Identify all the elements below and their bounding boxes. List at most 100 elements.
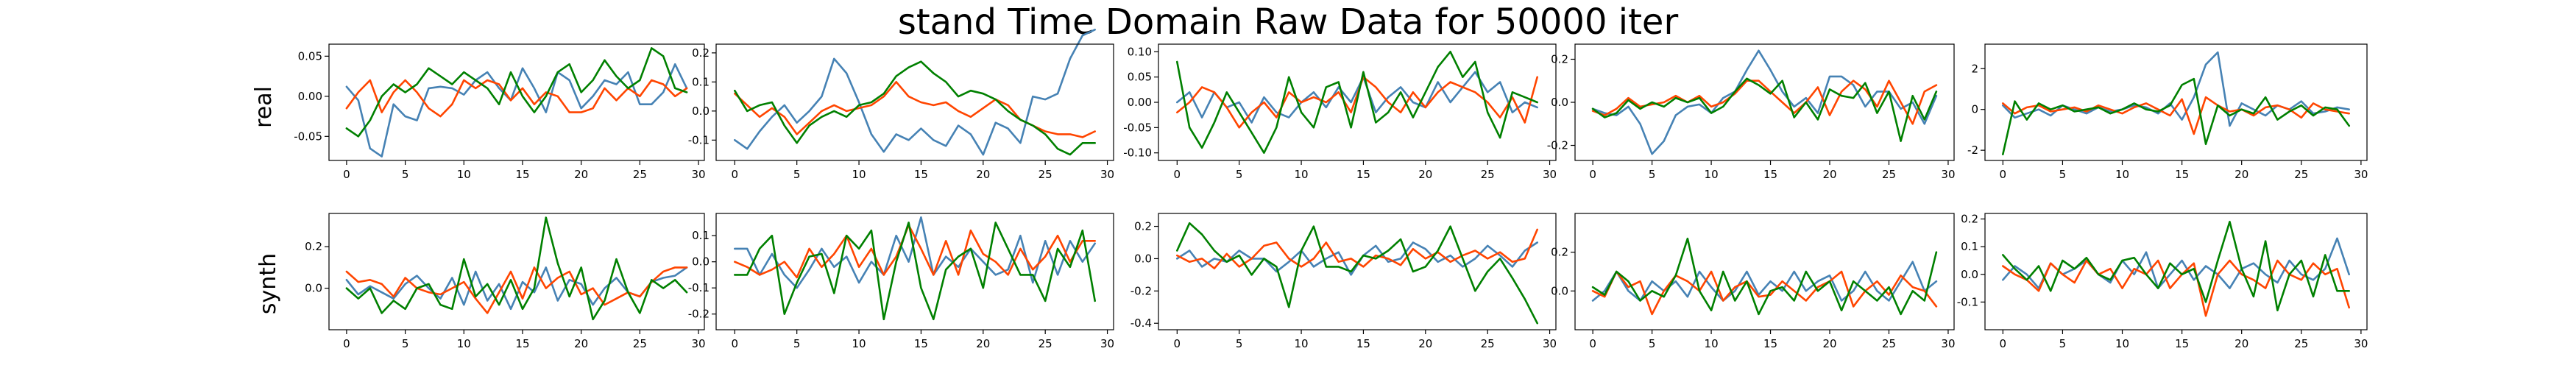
series-line-1 — [1176, 241, 1538, 276]
x-tick-label: 25 — [1882, 168, 1896, 181]
axes-frame — [328, 43, 705, 161]
y-tick-label: 0.0 — [692, 255, 710, 269]
y-tick-label: 0.2 — [305, 240, 322, 253]
subplot-real-1: 0 5 10 15 20 25 30 -0.05 0.00 0.05 — [294, 43, 706, 181]
x-tick-label: 20 — [574, 337, 588, 350]
x-tick-label: 25 — [2294, 168, 2308, 181]
series-line-3 — [733, 60, 1096, 156]
x-tick-label: 15 — [1356, 337, 1370, 350]
x-tick-label: 0 — [1174, 337, 1181, 350]
x-tick-label: 15 — [515, 168, 529, 181]
series-line-3 — [2002, 220, 2350, 312]
subplot-real-4: 0 5 10 15 20 25 30 -0.2 0.0 0.2 — [1547, 43, 1956, 181]
x-tick-label: 20 — [2234, 337, 2248, 350]
y-tick-label: 0.1 — [692, 229, 710, 242]
x-tick-label: 25 — [2294, 337, 2308, 350]
x-tick-label: 10 — [2115, 337, 2129, 350]
series-line-3 — [2002, 77, 2350, 155]
x-tick-label: 10 — [2115, 168, 2129, 181]
x-tick-label: 0 — [1174, 168, 1181, 181]
y-tick-label: -0.1 — [688, 281, 710, 294]
x-tick-label: 10 — [852, 168, 866, 181]
subplot-synth-2: 0 5 10 15 20 25 30 -0.2 -0.1 0.0 0.1 — [688, 213, 1114, 350]
series-line-2 — [733, 81, 1096, 138]
y-tick-label: -0.2 — [1547, 139, 1568, 152]
subplot-synth-3: 0 5 10 15 20 25 30 -0.4 -0.2 0.0 0.2 — [1130, 213, 1557, 350]
y-tick-label: -0.2 — [688, 308, 710, 321]
series-line-2 — [733, 224, 1096, 279]
axes-frame — [715, 43, 1114, 161]
axes-frame — [715, 213, 1114, 330]
series-line-2 — [1591, 79, 1938, 125]
x-tick-label: 30 — [1941, 168, 1955, 181]
x-tick-label: 25 — [1882, 337, 1896, 350]
x-tick-label: 30 — [1100, 337, 1114, 350]
x-tick-label: 30 — [2354, 168, 2368, 181]
series-line-2 — [1591, 270, 1938, 316]
x-tick-label: 20 — [1822, 337, 1836, 350]
x-tick-label: 0 — [343, 168, 350, 181]
x-tick-label: 15 — [2175, 337, 2189, 350]
y-tick-label: 0.05 — [298, 49, 322, 63]
x-tick-label: 20 — [976, 337, 990, 350]
y-tick-label: -0.1 — [688, 133, 710, 146]
subplot-real-5: 0 5 10 15 20 25 30 -2 0 2 — [1967, 43, 2368, 181]
x-tick-label: 30 — [691, 337, 705, 350]
axes-frame — [1158, 213, 1557, 330]
x-tick-label: 25 — [633, 337, 647, 350]
x-tick-label: 10 — [1705, 168, 1719, 181]
x-tick-label: 10 — [852, 337, 866, 350]
series-line-3 — [1591, 77, 1938, 142]
x-tick-label: 15 — [1763, 337, 1777, 350]
series-line-2 — [2002, 259, 2350, 317]
series-line-3 — [1176, 51, 1538, 154]
x-tick-label: 25 — [1481, 168, 1495, 181]
y-tick-label: 0.05 — [1128, 71, 1152, 84]
subplot-real-2: 0 5 10 15 20 25 30 -0.1 0.0 0.1 0.2 — [688, 28, 1114, 181]
x-tick-label: 15 — [1763, 168, 1777, 181]
y-tick-label: 0.00 — [298, 90, 322, 103]
x-tick-label: 0 — [732, 337, 739, 350]
series-line-1 — [345, 63, 688, 158]
x-tick-label: 0 — [2000, 337, 2007, 350]
x-tick-label: 10 — [1295, 168, 1309, 181]
y-tick-label: -0.1 — [1957, 295, 1978, 308]
x-tick-label: 0 — [2000, 168, 2007, 181]
axes-frame — [1984, 43, 2368, 161]
x-tick-label: 10 — [457, 168, 471, 181]
y-tick-label: -0.4 — [1130, 316, 1152, 330]
x-tick-label: 30 — [1543, 168, 1557, 181]
x-tick-label: 20 — [574, 168, 588, 181]
series-line-1 — [1591, 261, 1938, 302]
series-line-3 — [345, 216, 688, 321]
x-tick-label: 20 — [1418, 337, 1432, 350]
series-line-1 — [1176, 71, 1538, 124]
x-tick-label: 30 — [1941, 337, 1955, 350]
series-line-1 — [1591, 49, 1938, 155]
series-line-3 — [345, 47, 688, 138]
x-tick-label: 0 — [1589, 168, 1596, 181]
axes-frame — [1574, 213, 1955, 330]
series-line-2 — [345, 79, 688, 118]
y-tick-label: -0.05 — [1123, 121, 1152, 134]
y-tick-label: -0.10 — [1123, 146, 1152, 160]
y-tick-label: 0.0 — [1551, 96, 1568, 109]
subplot-synth-1: 0 5 10 15 20 25 30 0.0 0.2 — [305, 213, 706, 350]
y-tick-label: 0.2 — [692, 46, 710, 60]
y-tick-label: 2 — [1971, 62, 1978, 75]
x-tick-label: 20 — [2234, 168, 2248, 181]
y-tick-label: -0.05 — [294, 130, 322, 143]
x-tick-label: 10 — [457, 337, 471, 350]
x-tick-label: 5 — [402, 168, 409, 181]
x-tick-label: 5 — [1236, 337, 1243, 350]
y-tick-label: 0.0 — [1134, 252, 1152, 265]
subplot-real-3: 0 5 10 15 20 25 30 -0.10 -0.05 0.00 0.05 0.10 — [1123, 43, 1557, 181]
x-tick-label: 5 — [1236, 168, 1243, 181]
axes-frame — [1984, 213, 2368, 330]
x-tick-label: 30 — [2354, 337, 2368, 350]
y-tick-label: 0.10 — [1128, 45, 1152, 58]
y-tick-label: 0.00 — [1128, 96, 1152, 109]
x-tick-label: 10 — [1705, 337, 1719, 350]
